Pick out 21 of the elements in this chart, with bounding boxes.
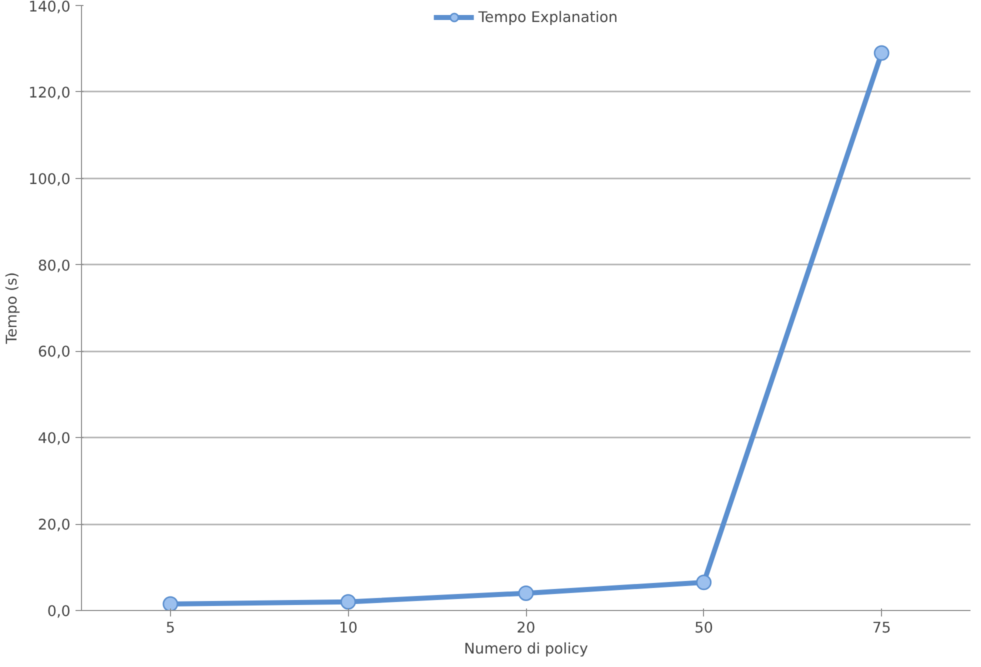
y-tick-label: 120,0	[28, 84, 71, 102]
x-tick-label: 20	[516, 620, 536, 636]
y-tick-label: 40,0	[38, 430, 71, 448]
y-tick-label: 0,0	[47, 603, 71, 620]
point	[874, 45, 890, 61]
point	[696, 574, 712, 590]
y-tick-label: 140,0	[28, 0, 71, 16]
point	[340, 594, 356, 610]
point	[162, 596, 178, 610]
y-tick-label: 100,0	[28, 170, 71, 188]
point	[518, 585, 534, 601]
x-tick-label: 75	[872, 620, 891, 636]
y-axis-title: Tempo (s)	[4, 272, 21, 345]
legend-label: Tempo Explanation	[478, 8, 618, 26]
x-tick-label: 50	[694, 620, 714, 636]
y-tick-label: 60,0	[38, 344, 71, 361]
x-tick-label: 5	[166, 620, 176, 636]
x-tick-label: 10	[338, 620, 358, 636]
y-tick-label: 20,0	[38, 516, 71, 534]
x-axis-title: Numero di policy	[464, 640, 588, 658]
y-tick-label: 80,0	[38, 257, 71, 274]
